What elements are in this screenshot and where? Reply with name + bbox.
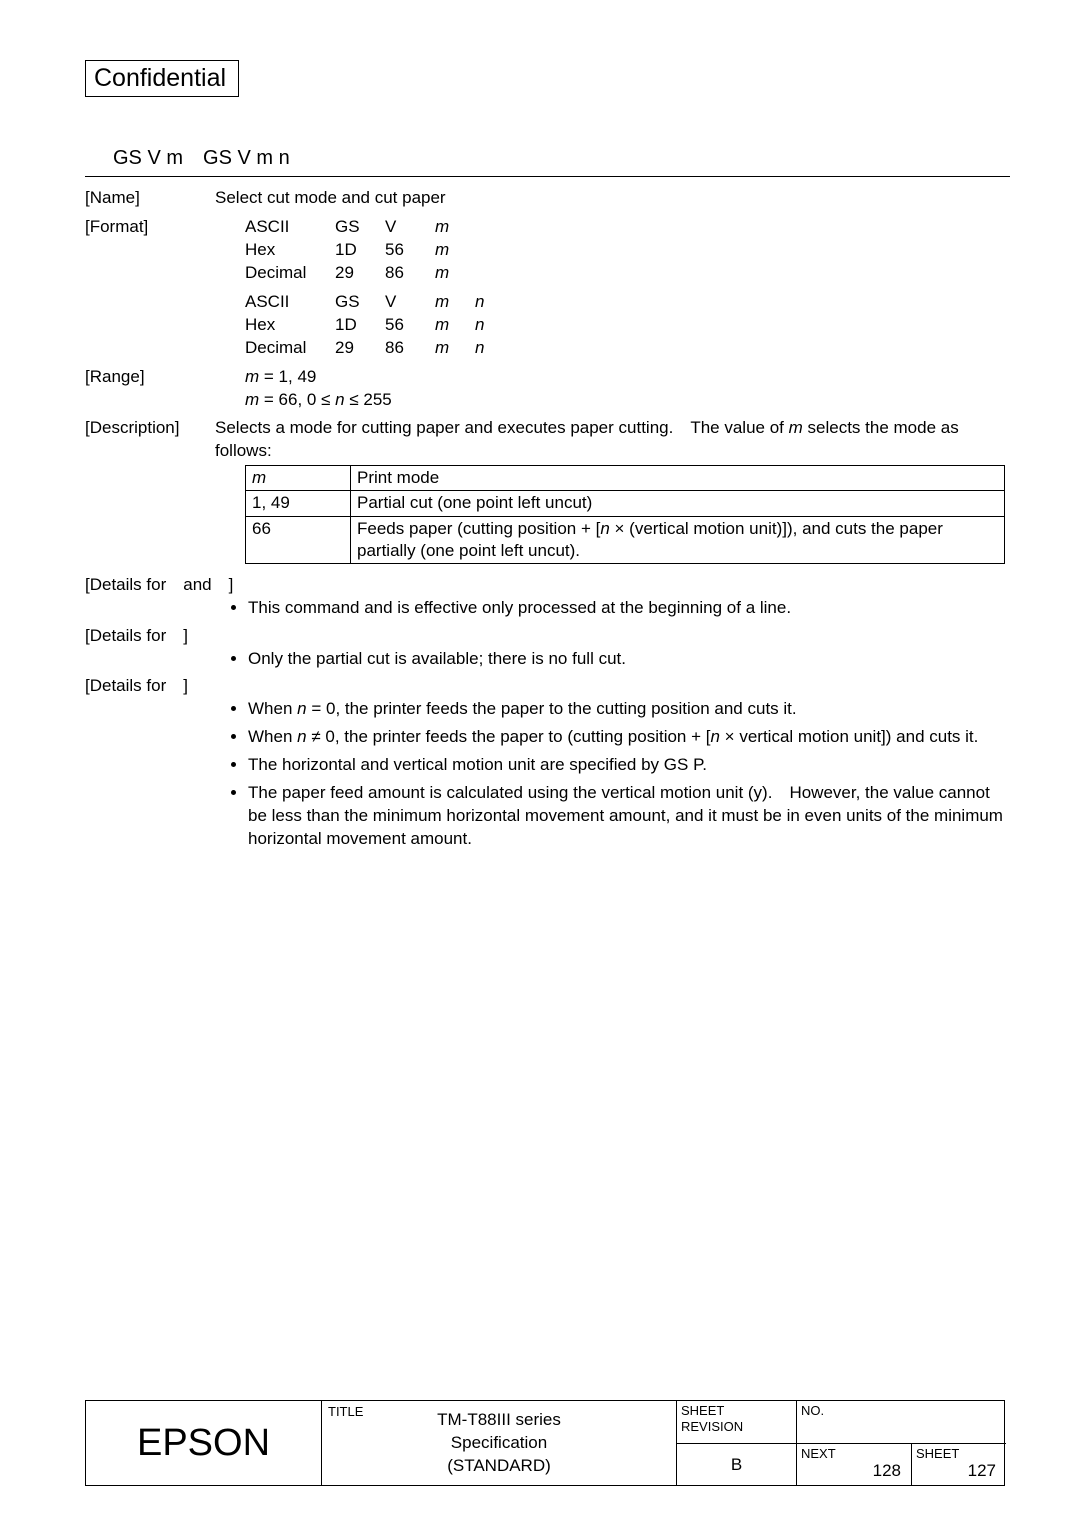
fmt-cell [475, 262, 515, 285]
range-line-2: m = 66, 0 ≤ n ≤ 255 [245, 389, 1010, 412]
table-cell: 1, 49 [246, 491, 351, 516]
fmt-cell: m [435, 314, 475, 337]
fmt-cell: ASCII [245, 291, 335, 314]
footer-title-line: TM-T88III series [330, 1409, 668, 1432]
fmt-cell: 29 [335, 337, 385, 360]
fmt-cell: m [435, 216, 475, 239]
fmt-cell: n [475, 314, 515, 337]
fmt-cell [475, 216, 515, 239]
footer-next-cell: NEXT 128 [796, 1443, 911, 1485]
fmt-cell [475, 239, 515, 262]
fmt-cell: 86 [385, 337, 435, 360]
footer-title-line: Specification [330, 1432, 668, 1455]
fmt-cell: 29 [335, 262, 385, 285]
footer-no-label: NO. [796, 1401, 1006, 1443]
fmt-cell: V [385, 216, 435, 239]
footer-title-line: (STANDARD) [330, 1455, 668, 1478]
fmt-cell: GS [335, 291, 385, 314]
fmt-cell: m [435, 262, 475, 285]
fmt-cell: 56 [385, 239, 435, 262]
fmt-cell: 56 [385, 314, 435, 337]
footer-sheet-cell: SHEET 127 [911, 1443, 1006, 1485]
name-value: Select cut mode and cut paper [215, 187, 1010, 210]
footer-title-cell: TITLE TM-T88III series Specification (ST… [321, 1401, 676, 1485]
description-text: Selects a mode for cutting paper and exe… [215, 417, 1010, 463]
confidential-label: Confidential [85, 60, 239, 97]
fmt-cell: m [435, 291, 475, 314]
details-bullet: When n = 0, the printer feeds the paper … [248, 698, 1010, 721]
range-label: [Range] [85, 366, 215, 412]
brand-logo: EPSON [86, 1401, 321, 1485]
name-label: [Name] [85, 187, 215, 210]
fmt-cell: ASCII [245, 216, 335, 239]
mode-table: m Print mode 1, 49 Partial cut (one poin… [245, 465, 1005, 563]
fmt-cell: Hex [245, 239, 335, 262]
table-header: m [246, 466, 351, 491]
fmt-cell: 86 [385, 262, 435, 285]
fmt-cell: 1D [335, 314, 385, 337]
description-label: [Description] [85, 417, 215, 463]
table-cell: Partial cut (one point left uncut) [351, 491, 1005, 516]
fmt-cell: Decimal [245, 337, 335, 360]
details-label-1: [Details for and ] [85, 574, 265, 597]
fmt-cell: V [385, 291, 435, 314]
fmt-cell: 1D [335, 239, 385, 262]
fmt-cell: n [475, 337, 515, 360]
range-line-1: m = 1, 49 [245, 366, 1010, 389]
fmt-cell: m [435, 337, 475, 360]
fmt-cell: m [435, 239, 475, 262]
footer-sheet-revision-label: SHEET REVISION [676, 1401, 796, 1443]
title-underline [85, 176, 1010, 177]
footer-block: EPSON TITLE TM-T88III series Specificati… [85, 1400, 1005, 1486]
table-cell: 66 [246, 516, 351, 563]
details-bullet: The horizontal and vertical motion unit … [248, 754, 1010, 777]
format-table-2: ASCII GS V m n Hex 1D 56 m n Decimal 29 … [245, 291, 1010, 360]
table-cell: Feeds paper (cutting position + [n × (ve… [351, 516, 1005, 563]
fmt-cell: n [475, 291, 515, 314]
format-label: [Format] [85, 216, 215, 360]
format-table-1: ASCII GS V m Hex 1D 56 m Decimal 29 86 m [245, 216, 1010, 285]
fmt-cell: GS [335, 216, 385, 239]
details-bullet: This command and is effective only proce… [248, 597, 1010, 620]
fmt-cell: Decimal [245, 262, 335, 285]
fmt-cell: Hex [245, 314, 335, 337]
details-label-3: [Details for ] [85, 675, 250, 698]
details-bullet: The paper feed amount is calculated usin… [248, 782, 1010, 851]
details-bullet: When n ≠ 0, the printer feeds the paper … [248, 726, 1010, 749]
details-bullet: Only the partial cut is available; there… [248, 648, 1010, 671]
command-title: GS V m GS V m n [113, 147, 1010, 172]
footer-revision-value: B [676, 1443, 796, 1485]
table-header: Print mode [351, 466, 1005, 491]
footer-title-label: TITLE [328, 1404, 363, 1419]
details-label-2: [Details for ] [85, 625, 250, 648]
